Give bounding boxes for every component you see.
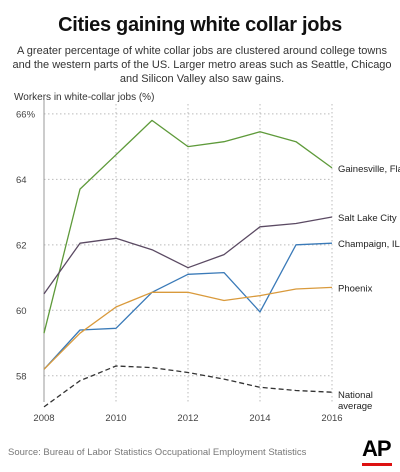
series-label: Champaign, IL [338, 239, 400, 250]
series-line [43, 286, 333, 370]
y-tick-label: 58 [16, 371, 27, 382]
series-label: average [338, 401, 372, 412]
series-line [43, 119, 333, 334]
x-tick-label: 2012 [177, 413, 198, 424]
x-tick-label: 2014 [249, 413, 270, 424]
chart-title: Cities gaining white collar jobs [58, 14, 342, 36]
ap-logo: AP [362, 437, 392, 466]
x-tick-label: 2010 [105, 413, 126, 424]
y-tick-label: 60 [16, 306, 27, 317]
chart-subtitle: A greater percentage of white collar job… [12, 45, 392, 85]
x-tick-label: 2016 [321, 413, 342, 424]
series-label: Salt Lake City [338, 213, 397, 224]
source-note: Source: Bureau of Labor Statistics Occup… [8, 447, 307, 458]
y-tick-label: 64 [16, 175, 27, 186]
series-label: Phoenix [338, 283, 373, 294]
series-label: Gainesville, Fla. [338, 164, 400, 175]
y-axis-label: Workers in white-collar jobs (%) [14, 92, 155, 103]
x-tick-label: 2008 [33, 413, 54, 424]
series-line [43, 242, 333, 370]
series-label: National [338, 390, 373, 401]
series-line [43, 216, 333, 295]
y-tick-label: 62 [16, 240, 27, 251]
y-tick-label: 66% [16, 109, 36, 120]
series-line [43, 365, 333, 408]
